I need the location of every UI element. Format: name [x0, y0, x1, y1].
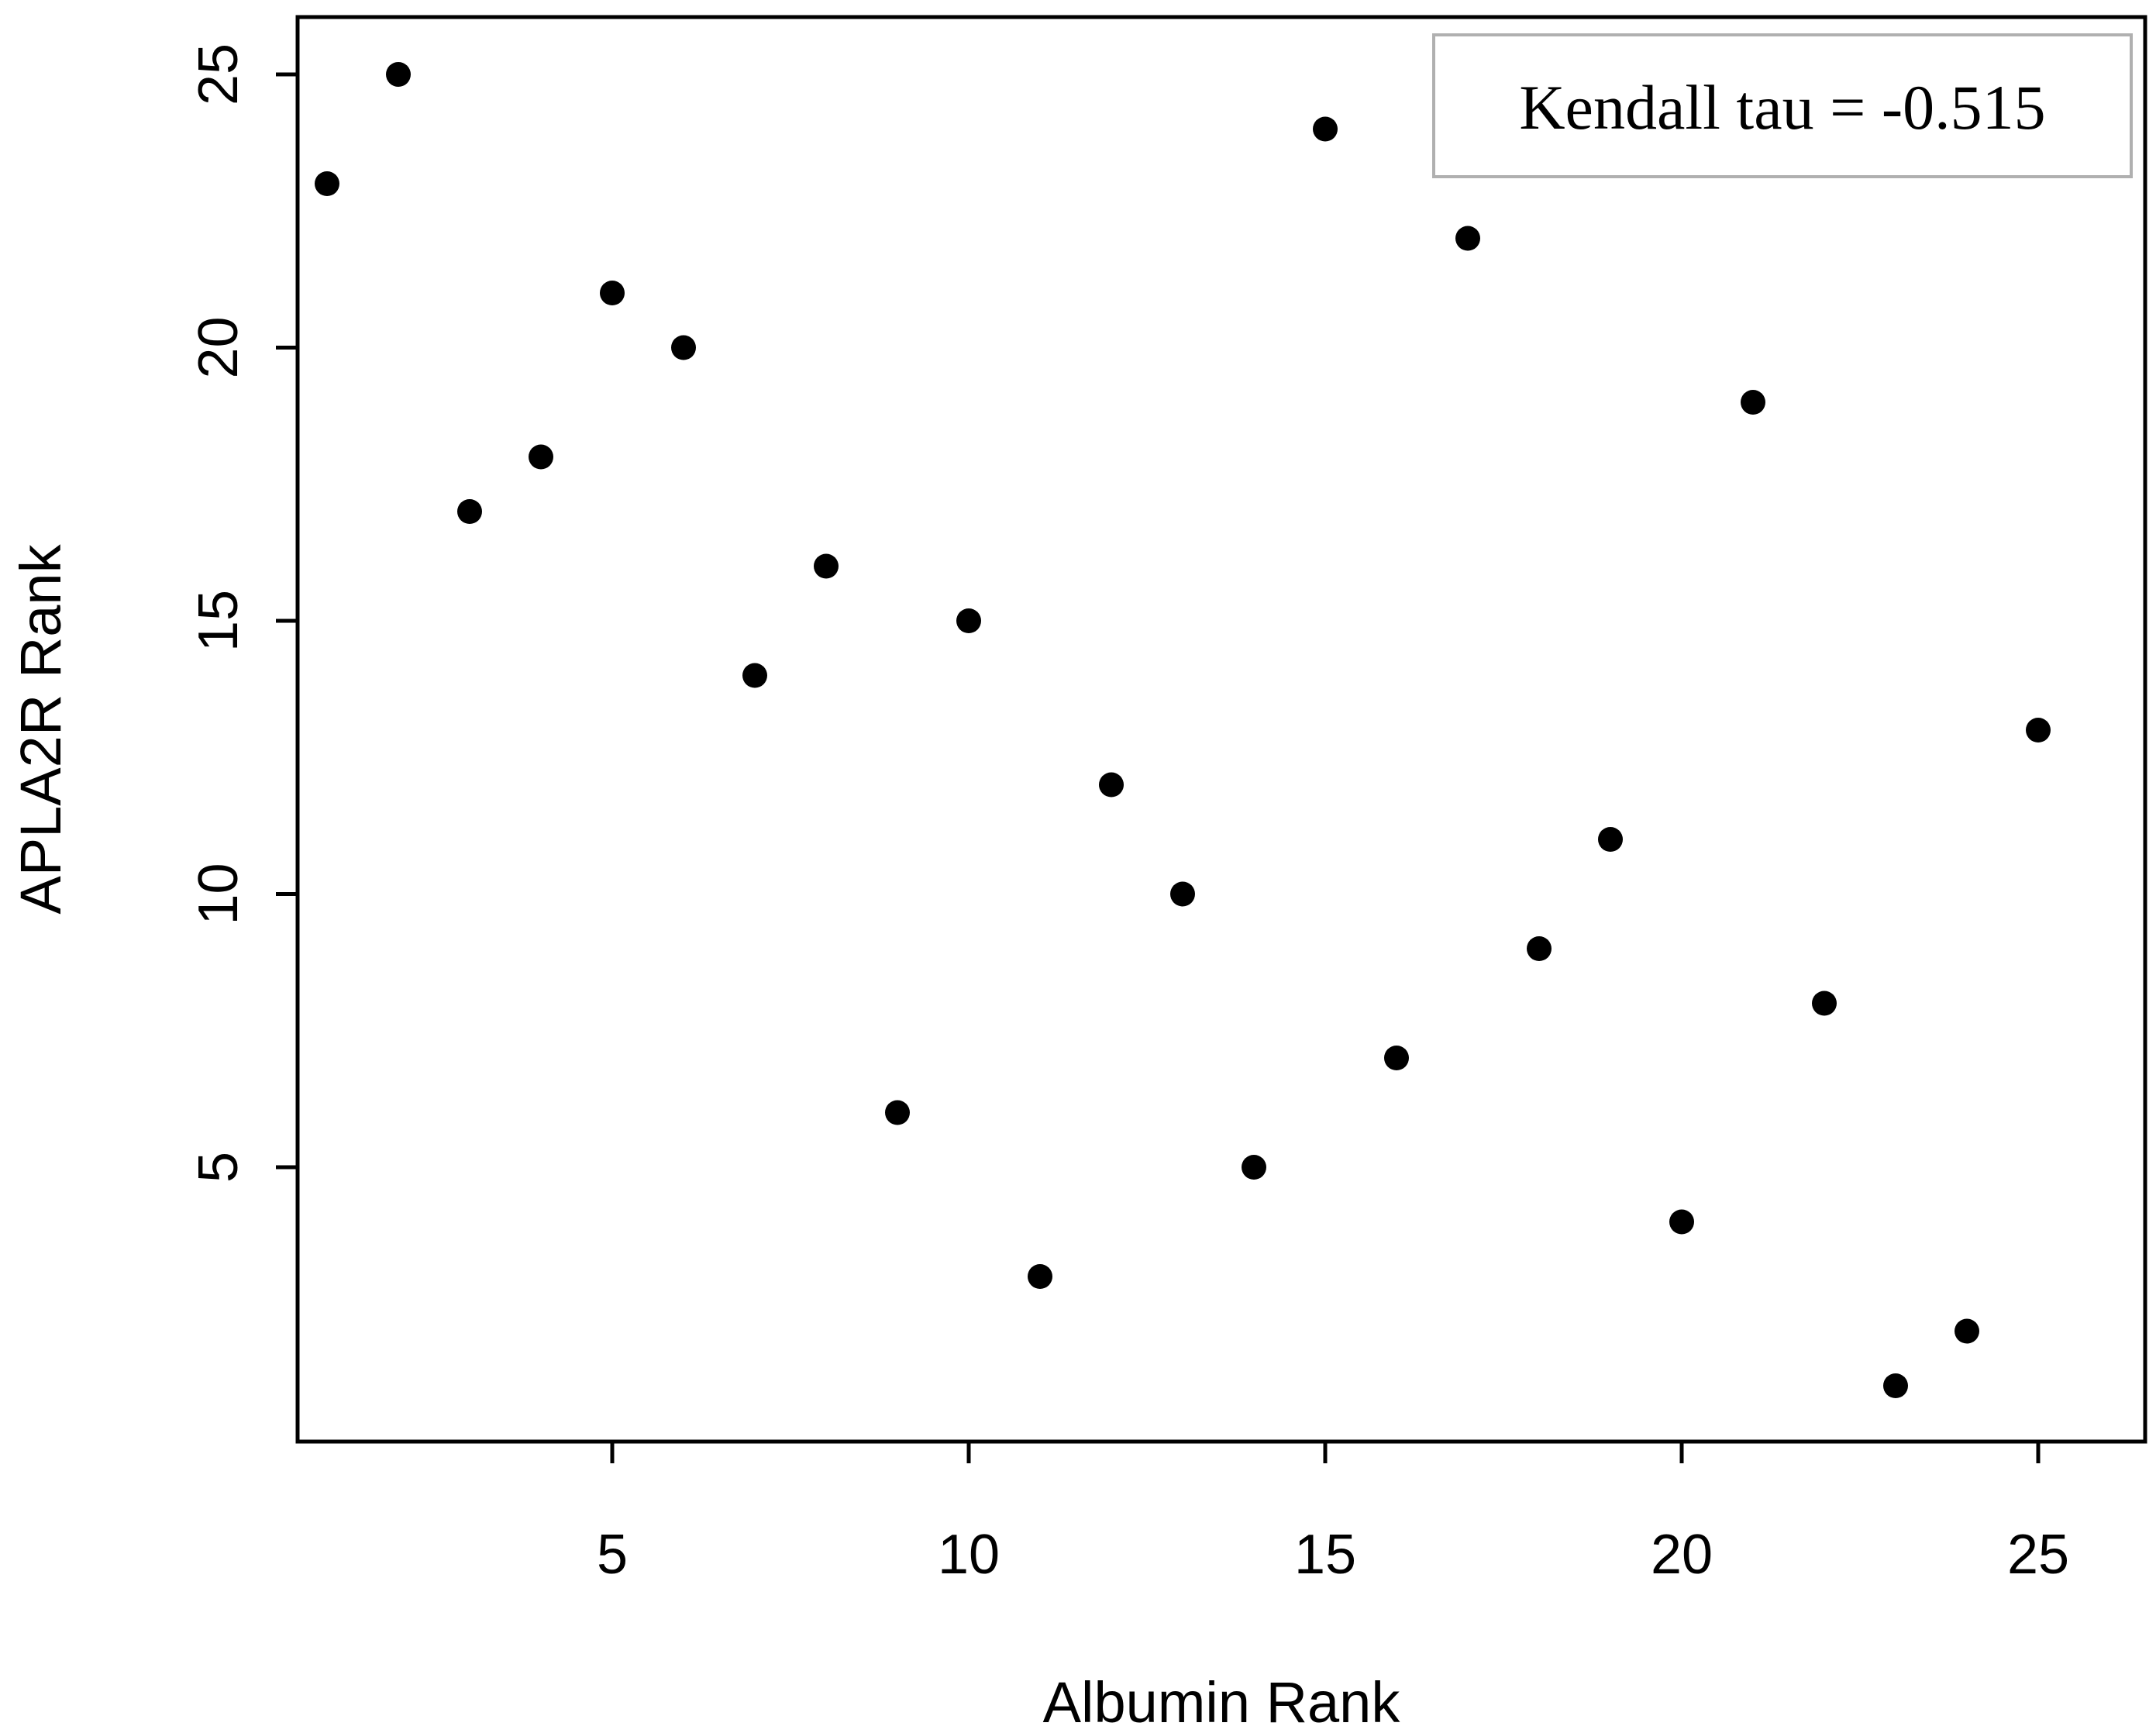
y-tick-label: 25 [188, 43, 250, 105]
data-point [1598, 827, 1623, 852]
data-point [742, 663, 767, 688]
data-point [315, 171, 339, 196]
legend-box: Kendall tau = -0.515 [1432, 33, 2133, 178]
y-tick-label: 20 [188, 316, 250, 378]
y-tick-label: 5 [188, 1152, 250, 1183]
data-points [315, 62, 2051, 1398]
y-axis: 5 10 15 20 25 [188, 43, 298, 1183]
data-point [671, 335, 696, 360]
data-point [529, 444, 553, 470]
data-point [1099, 772, 1124, 798]
x-tick-label: 20 [1651, 1524, 1713, 1586]
data-point [457, 499, 482, 524]
data-point [1527, 936, 1552, 961]
data-point [1242, 1155, 1266, 1180]
y-tick-label: 15 [188, 590, 250, 652]
data-point [1313, 116, 1338, 142]
data-point [1170, 881, 1195, 907]
data-point [814, 553, 839, 579]
x-tick-label: 25 [2007, 1524, 2069, 1586]
data-point [1669, 1209, 1694, 1235]
data-point [1883, 1373, 1908, 1398]
data-point [1028, 1264, 1052, 1289]
x-tick-label: 15 [1294, 1524, 1356, 1586]
data-point [386, 62, 411, 87]
x-axis-title: Albumin Rank [1043, 1670, 1401, 1733]
data-point [1955, 1318, 1979, 1344]
legend-text: Kendall tau = -0.515 [1519, 72, 2045, 143]
data-point [956, 608, 981, 633]
data-point [600, 281, 625, 305]
legend-border [1432, 33, 2133, 178]
data-point [2026, 718, 2051, 742]
y-axis-title: APLA2R Rank [9, 543, 73, 914]
data-point [1741, 390, 1765, 415]
x-tick-label: 5 [597, 1524, 628, 1586]
data-point [1384, 1046, 1409, 1070]
y-tick-label: 10 [188, 863, 250, 925]
data-point [1455, 226, 1480, 251]
plot-frame [295, 15, 2147, 1444]
data-point [885, 1100, 910, 1125]
x-axis: 5 10 15 20 25 [597, 1442, 2069, 1586]
data-point [1812, 991, 1837, 1016]
x-tick-label: 10 [938, 1524, 1000, 1586]
